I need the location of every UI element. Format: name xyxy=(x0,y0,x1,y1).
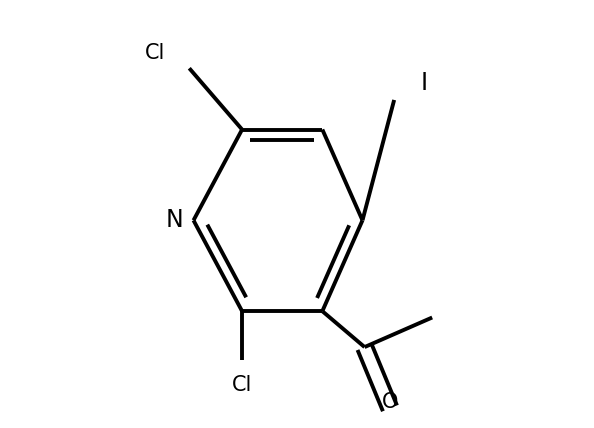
Text: Cl: Cl xyxy=(232,375,252,395)
Text: O: O xyxy=(382,392,398,412)
Text: Cl: Cl xyxy=(146,44,166,63)
Text: N: N xyxy=(166,208,184,232)
Text: I: I xyxy=(420,71,427,95)
